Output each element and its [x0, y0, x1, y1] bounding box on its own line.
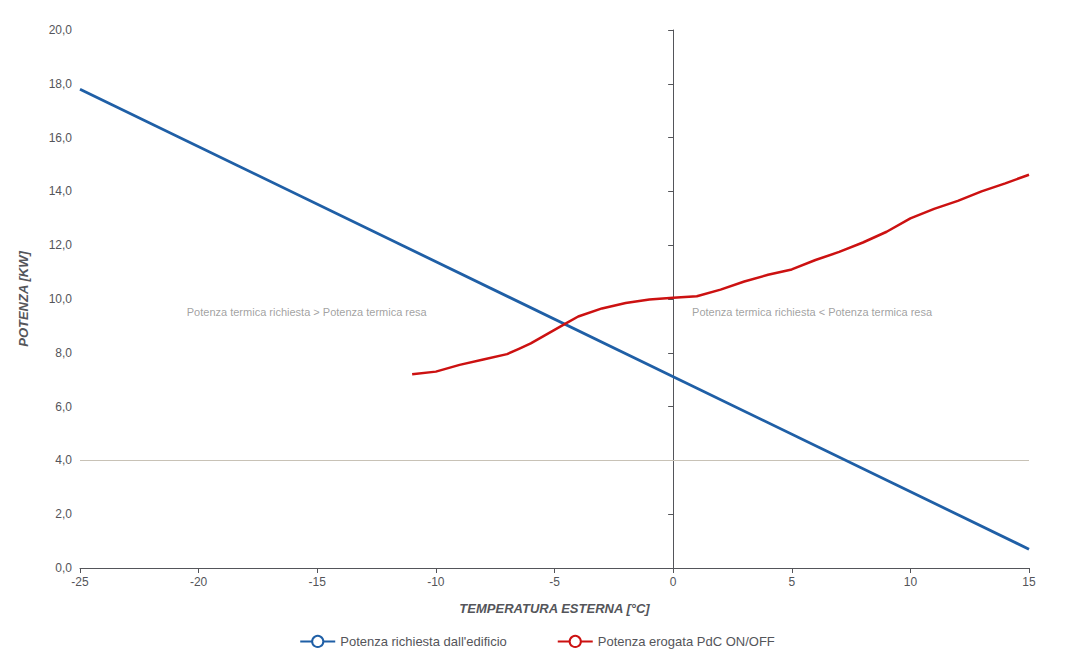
svg-text:-10: -10 — [427, 575, 445, 589]
svg-text:0,0: 0,0 — [55, 561, 72, 575]
svg-text:8,0: 8,0 — [55, 346, 72, 360]
svg-text:POTENZA [KW]: POTENZA [KW] — [16, 251, 31, 347]
svg-text:Potenza termica richiesta < Po: Potenza termica richiesta < Potenza term… — [692, 306, 933, 318]
svg-text:12,0: 12,0 — [49, 238, 73, 252]
svg-text:0: 0 — [670, 575, 677, 589]
svg-text:Potenza termica richiesta > Po: Potenza termica richiesta > Potenza term… — [187, 306, 428, 318]
svg-text:6,0: 6,0 — [55, 400, 72, 414]
svg-text:TEMPERATURA ESTERNA [°C]: TEMPERATURA ESTERNA [°C] — [459, 601, 650, 616]
svg-text:-5: -5 — [549, 575, 560, 589]
svg-text:Potenza erogata PdC ON/OFF: Potenza erogata PdC ON/OFF — [598, 634, 775, 649]
svg-text:18,0: 18,0 — [49, 77, 73, 91]
svg-text:Potenza richiesta dall'edifici: Potenza richiesta dall'edificio — [340, 634, 507, 649]
svg-text:4,0: 4,0 — [55, 453, 72, 467]
svg-text:15: 15 — [1022, 575, 1036, 589]
svg-text:-15: -15 — [309, 575, 327, 589]
svg-text:2,0: 2,0 — [55, 507, 72, 521]
svg-text:-25: -25 — [71, 575, 89, 589]
svg-text:5: 5 — [788, 575, 795, 589]
svg-text:10: 10 — [904, 575, 918, 589]
svg-text:16,0: 16,0 — [49, 131, 73, 145]
svg-text:20,0: 20,0 — [49, 23, 73, 37]
svg-text:-20: -20 — [190, 575, 208, 589]
svg-text:10,0: 10,0 — [49, 292, 73, 306]
svg-text:14,0: 14,0 — [49, 184, 73, 198]
